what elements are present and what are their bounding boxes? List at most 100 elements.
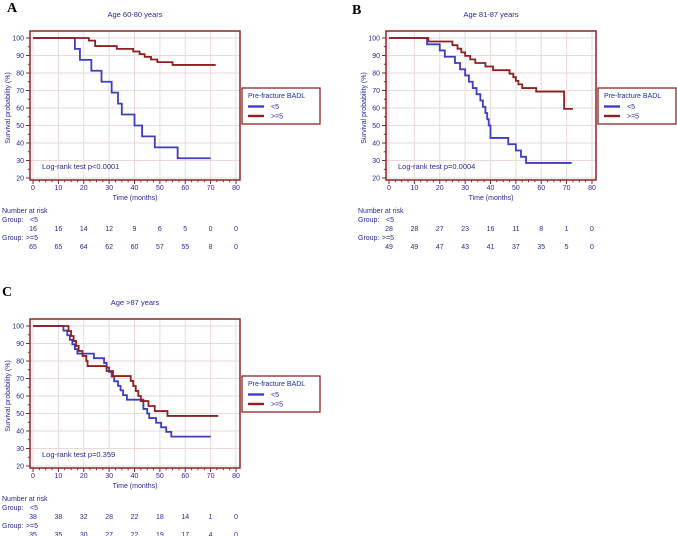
logrank-annotation: Log-rank test p<0.0001	[42, 162, 119, 171]
nr-count: 23	[461, 226, 469, 233]
x-tick-label: 0	[31, 185, 35, 192]
nr-count: 28	[385, 226, 393, 233]
y-tick-label: 80	[16, 71, 24, 78]
x-tick-label: 0	[31, 473, 35, 480]
x-axis-label: Time (months)	[113, 483, 158, 490]
chart-title: Age 60-80 years	[107, 10, 162, 19]
km-curve-lt5	[33, 325, 211, 438]
legend-entry-label: <5	[271, 392, 279, 399]
y-tick-label: 60	[372, 106, 380, 113]
nr-count: 37	[512, 244, 520, 251]
y-tick-label: 100	[12, 324, 24, 331]
nr-count: 60	[131, 244, 139, 251]
nr-count: 0	[209, 226, 213, 233]
x-tick-label: 70	[207, 473, 215, 480]
logrank-annotation: Log-rank test p=0.0004	[398, 162, 475, 171]
nr-count: 12	[105, 226, 113, 233]
km-curve-lt5	[389, 37, 572, 164]
nr-count: 16	[487, 226, 495, 233]
nr-count: 49	[410, 244, 418, 251]
nr-count: 0	[234, 226, 238, 233]
x-tick-label: 0	[387, 185, 391, 192]
nr-count: 6	[158, 226, 162, 233]
x-tick-label: 70	[207, 185, 215, 192]
nr-count: 0	[234, 532, 238, 536]
y-tick-label: 90	[16, 53, 24, 60]
x-tick-label: 40	[487, 185, 495, 192]
nr-count: 28	[410, 226, 418, 233]
nr-group-label: Group:	[2, 523, 23, 530]
nr-count: 22	[131, 514, 139, 521]
x-tick-label: 10	[410, 185, 418, 192]
km-curve-ge5	[33, 325, 219, 417]
y-tick-label: 70	[372, 88, 380, 95]
nr-group-name: <5	[386, 217, 394, 224]
nr-count: 47	[436, 244, 444, 251]
nr-count: 17	[181, 532, 189, 536]
y-axis-label: Survival probability (%)	[5, 72, 12, 144]
nr-group-label: Group:	[358, 235, 379, 242]
nr-count: 57	[156, 244, 164, 251]
x-tick-label: 20	[80, 185, 88, 192]
nr-count: 5	[183, 226, 187, 233]
legend: Pre-fracture BADL <5 >=5	[241, 375, 321, 413]
nr-count: 30	[80, 532, 88, 536]
legend-entry-label: >=5	[271, 402, 283, 409]
y-tick-label: 50	[16, 123, 24, 130]
nr-group-label: Group:	[2, 235, 23, 242]
plot-border	[29, 30, 241, 181]
gridlines	[30, 319, 240, 468]
nr-count: 1	[565, 226, 569, 233]
x-tick-label: 30	[105, 185, 113, 192]
plot-border	[29, 318, 241, 469]
logrank-annotation: Log-rank test p=0.359	[42, 450, 115, 459]
y-tick-label: 70	[16, 88, 24, 95]
nr-group-name: >=5	[26, 523, 38, 530]
y-tick-label: 20	[372, 176, 380, 183]
y-tick-label: 30	[16, 158, 24, 165]
x-tick-label: 40	[131, 185, 139, 192]
nr-count: 16	[29, 226, 37, 233]
nr-count: 64	[80, 244, 88, 251]
nr-count: 0	[234, 514, 238, 521]
nr-count: 16	[54, 226, 62, 233]
number-at-risk: Number at risk Group: <5 28 28 27 23 16 11 8 1 0 Gro…	[358, 208, 594, 251]
legend-entry-label: <5	[271, 104, 279, 111]
y-tick-label: 40	[16, 429, 24, 436]
x-tick-label: 40	[131, 473, 139, 480]
y-tick-label: 80	[372, 71, 380, 78]
nr-count: 27	[105, 532, 113, 536]
x-axis-label: Time (months)	[469, 195, 514, 202]
nr-group-name: >=5	[26, 235, 38, 242]
nr-count: 55	[181, 244, 189, 251]
nr-count: 35	[537, 244, 545, 251]
nr-count: 1	[209, 514, 213, 521]
y-tick-label: 20	[16, 464, 24, 471]
nr-count: 65	[29, 244, 37, 251]
x-tick-label: 30	[105, 473, 113, 480]
x-tick-label: 50	[156, 473, 164, 480]
x-tick-label: 20	[436, 185, 444, 192]
nr-group-name: <5	[30, 505, 38, 512]
km-curve-ge5	[389, 37, 573, 110]
number-at-risk-header: Number at risk	[2, 208, 48, 215]
x-tick-label: 60	[537, 185, 545, 192]
legend: Pre-fracture BADL <5 >=5	[597, 87, 677, 125]
legend-entry-label: <5	[627, 104, 635, 111]
chart-title: Age 81-87 years	[463, 10, 518, 19]
nr-count: 8	[539, 226, 543, 233]
nr-count: 41	[487, 244, 495, 251]
number-at-risk-header: Number at risk	[2, 496, 48, 503]
nr-count: 38	[54, 514, 62, 521]
nr-group-name: <5	[30, 217, 38, 224]
nr-count: 9	[133, 226, 137, 233]
legend-entry-label: >=5	[627, 114, 639, 121]
km-curve-lt5	[33, 37, 211, 160]
y-tick-label: 30	[16, 446, 24, 453]
x-axis-label: Time (months)	[113, 195, 158, 202]
nr-group-label: Group:	[358, 217, 379, 224]
nr-count: 5	[565, 244, 569, 251]
y-tick-label: 50	[372, 123, 380, 130]
